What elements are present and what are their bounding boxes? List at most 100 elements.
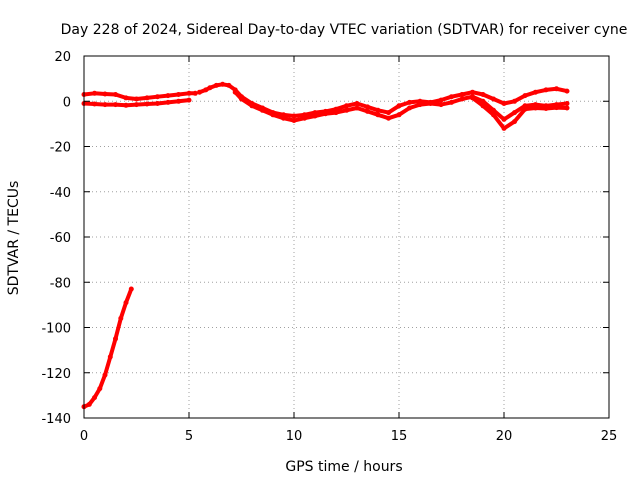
data-point xyxy=(232,89,238,95)
x-tick-label: 10 xyxy=(286,429,303,444)
data-point xyxy=(354,101,360,106)
data-point xyxy=(417,102,423,108)
data-point xyxy=(97,386,103,392)
data-point xyxy=(470,89,475,95)
x-tick-label: 15 xyxy=(391,429,408,444)
data-point xyxy=(512,98,517,104)
data-point xyxy=(186,97,192,103)
data-point xyxy=(438,102,444,108)
data-point xyxy=(344,107,349,113)
data-point xyxy=(249,103,255,109)
data-point xyxy=(260,107,265,113)
data-point xyxy=(333,110,339,116)
data-layer xyxy=(81,81,570,410)
data-point xyxy=(291,118,297,123)
data-point xyxy=(102,91,108,97)
data-point xyxy=(375,107,381,113)
data-point xyxy=(197,89,202,95)
data-point xyxy=(438,97,444,103)
data-point xyxy=(449,94,454,100)
data-point xyxy=(480,103,486,109)
data-point xyxy=(522,106,528,112)
data-point xyxy=(118,315,124,321)
data-point xyxy=(396,112,402,118)
y-tick-label: -120 xyxy=(41,367,71,382)
data-point xyxy=(501,125,507,131)
data-point xyxy=(354,105,360,111)
data-point xyxy=(226,82,232,88)
data-point xyxy=(512,119,517,125)
data-point xyxy=(428,101,433,106)
data-point xyxy=(543,87,549,93)
data-point xyxy=(213,82,219,88)
data-point xyxy=(102,102,108,108)
series-track-c xyxy=(197,82,569,118)
data-point xyxy=(176,98,181,104)
x-tick-label: 0 xyxy=(80,429,88,444)
y-tick-label: 0 xyxy=(63,95,71,110)
data-point xyxy=(554,86,559,92)
y-tick-label: 20 xyxy=(54,50,71,65)
data-point xyxy=(165,93,171,99)
y-tick-label: -80 xyxy=(50,276,71,291)
y-tick-label: -60 xyxy=(50,231,71,246)
data-point xyxy=(123,95,129,101)
y-tick-label: -20 xyxy=(50,141,71,156)
data-point xyxy=(564,101,570,106)
data-point xyxy=(144,101,150,107)
data-point xyxy=(459,92,465,97)
y-axis-label: SDTVAR / TECUs xyxy=(6,181,22,296)
data-point xyxy=(386,110,391,116)
data-point xyxy=(86,401,92,407)
series-track-f xyxy=(82,287,134,409)
data-point xyxy=(186,90,192,96)
data-point xyxy=(459,96,465,102)
data-point xyxy=(155,94,160,100)
data-point xyxy=(134,96,139,102)
data-point xyxy=(107,354,113,360)
data-point xyxy=(375,112,381,118)
data-point xyxy=(155,101,160,106)
data-point xyxy=(92,395,97,401)
y-tick-label: -100 xyxy=(41,322,71,337)
data-point xyxy=(123,300,129,306)
x-tick-label: 5 xyxy=(185,429,193,444)
data-point xyxy=(365,108,370,114)
data-point xyxy=(365,104,370,110)
data-point xyxy=(113,336,118,342)
data-point xyxy=(501,101,507,106)
y-tick-label: -40 xyxy=(50,186,71,201)
data-point xyxy=(113,102,118,108)
data-point xyxy=(123,102,129,108)
y-axis: 20 0 -20 -40 -60 -80 -100 -120 -140 xyxy=(41,50,609,427)
data-point xyxy=(407,105,412,111)
data-point xyxy=(192,90,198,96)
data-point xyxy=(291,113,297,119)
y-tick-label: -140 xyxy=(41,412,71,427)
data-point xyxy=(554,105,559,111)
data-point xyxy=(134,102,139,108)
data-point xyxy=(102,372,108,378)
data-point xyxy=(312,113,318,119)
data-point xyxy=(270,112,276,118)
data-point xyxy=(323,111,328,117)
data-point xyxy=(533,105,538,111)
data-point xyxy=(396,103,402,109)
data-point xyxy=(144,95,150,101)
data-point xyxy=(92,101,97,107)
data-point xyxy=(522,93,528,99)
data-point xyxy=(564,105,570,111)
x-axis: 0 5 10 15 20 25 xyxy=(80,56,617,444)
series-track-e xyxy=(470,95,569,131)
data-point xyxy=(302,115,307,121)
data-point xyxy=(176,92,181,97)
data-point xyxy=(491,112,496,118)
data-point xyxy=(165,99,171,105)
data-point xyxy=(564,88,570,94)
data-point xyxy=(407,99,412,105)
data-point xyxy=(203,87,209,93)
data-point xyxy=(386,115,391,121)
data-point xyxy=(470,95,475,101)
data-point xyxy=(501,116,507,122)
